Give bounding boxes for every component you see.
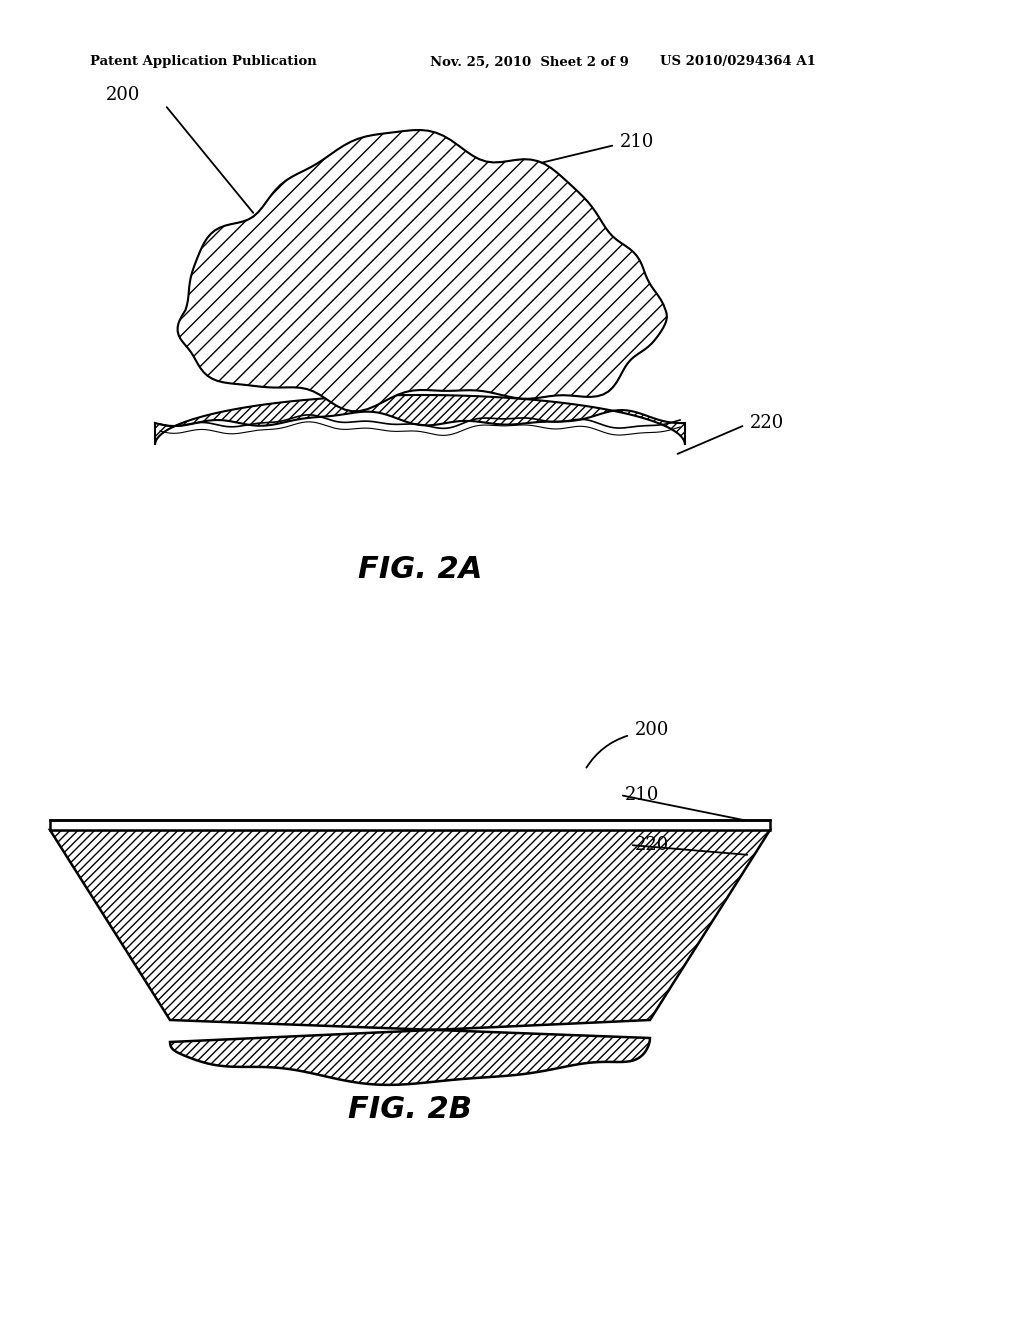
Polygon shape xyxy=(155,395,685,445)
Polygon shape xyxy=(50,830,770,1085)
Text: 200: 200 xyxy=(105,86,140,104)
Text: 200: 200 xyxy=(635,721,670,739)
Text: Nov. 25, 2010  Sheet 2 of 9: Nov. 25, 2010 Sheet 2 of 9 xyxy=(430,55,629,69)
Text: US 2010/0294364 A1: US 2010/0294364 A1 xyxy=(660,55,816,69)
Text: 220: 220 xyxy=(635,836,670,854)
Text: FIG. 2B: FIG. 2B xyxy=(348,1096,472,1125)
Polygon shape xyxy=(50,820,770,830)
Text: 220: 220 xyxy=(750,414,784,432)
Text: Patent Application Publication: Patent Application Publication xyxy=(90,55,316,69)
Text: FIG. 2A: FIG. 2A xyxy=(357,556,482,585)
Text: 210: 210 xyxy=(625,785,659,804)
Text: 210: 210 xyxy=(620,133,654,150)
Polygon shape xyxy=(177,129,667,412)
